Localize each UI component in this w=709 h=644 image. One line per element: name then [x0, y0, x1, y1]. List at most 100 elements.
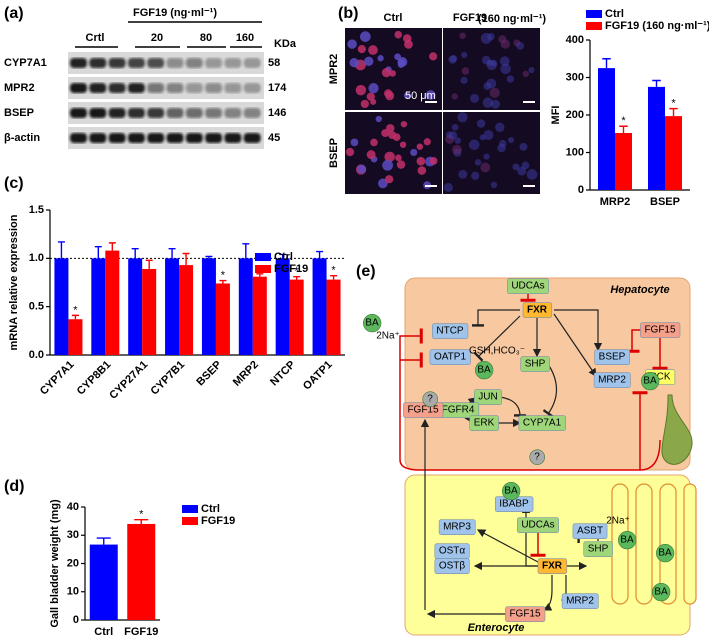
bar — [142, 268, 157, 355]
cell — [461, 51, 468, 58]
cell — [385, 175, 394, 184]
y-tick-label: 300 — [566, 71, 584, 83]
blot-band — [108, 133, 126, 143]
node-circle — [422, 391, 439, 407]
cell — [448, 131, 458, 140]
ba: BA — [365, 318, 379, 329]
node-circle — [652, 583, 671, 602]
blot-kda: 58 — [268, 57, 280, 69]
cell — [451, 123, 459, 131]
cell — [512, 163, 520, 171]
cell — [454, 137, 462, 144]
pathway-diagram: Hepatocyte Enterocyte UDCAs FXR NTCP OAT… — [363, 277, 697, 636]
cell — [345, 147, 355, 157]
blot-band — [127, 83, 145, 93]
bar — [289, 279, 304, 355]
bar — [165, 258, 180, 355]
bar — [68, 319, 83, 355]
cell — [522, 70, 530, 78]
node: SHP — [588, 544, 609, 555]
cell — [403, 92, 412, 100]
ba: BA — [658, 548, 672, 559]
node: ERK — [474, 418, 495, 429]
node: NTCP — [436, 326, 464, 337]
node-circle — [502, 482, 521, 501]
cell — [360, 99, 369, 109]
node: ? — [427, 394, 433, 405]
node-box — [517, 517, 559, 533]
error-bar — [256, 273, 264, 277]
node-box — [507, 278, 549, 294]
node-circle — [641, 372, 660, 391]
error-bar — [168, 247, 176, 259]
x-tick-label: OATP1 — [301, 359, 335, 393]
image-row: BSEP — [328, 138, 340, 168]
cell — [528, 66, 535, 74]
x-tick-label: CYP27A1 — [107, 359, 150, 402]
ba: BA — [654, 587, 668, 598]
cell — [486, 78, 497, 89]
blot-band — [70, 58, 87, 68]
bar — [252, 276, 267, 355]
cell — [386, 124, 395, 133]
legend-label: Ctrl — [605, 8, 624, 20]
panel-label: (c) — [4, 175, 24, 192]
node: OATP1 — [434, 352, 466, 363]
blot-strip — [68, 52, 264, 74]
cell — [377, 178, 388, 189]
cell — [400, 120, 408, 128]
arrows — [399, 293, 668, 619]
cell — [482, 97, 494, 108]
x-tick-label: BSEP — [650, 196, 680, 208]
blot-band — [147, 133, 165, 143]
node-circle — [363, 314, 382, 333]
blot-strip — [68, 127, 264, 149]
cell — [468, 139, 480, 151]
y-axis-label: mRNA relative expression — [8, 214, 20, 350]
ba: BA — [477, 365, 491, 376]
cell — [347, 39, 357, 49]
bar — [179, 265, 194, 355]
panel-label: (d) — [4, 478, 24, 495]
ba: BA — [504, 486, 518, 497]
cell — [349, 57, 359, 68]
blot-band — [89, 83, 107, 93]
y-tick-label: 40 — [67, 501, 79, 513]
cell — [499, 56, 510, 67]
cell — [370, 138, 378, 147]
legend-label: FGF19 — [274, 263, 308, 275]
legend-swatch — [182, 517, 198, 525]
node-box — [429, 349, 471, 365]
x-tick-label: CYP7B1 — [148, 359, 187, 398]
blot-band — [224, 108, 242, 118]
fluorescence-images: Ctrl FGF19 (160 ng·ml⁻¹) MPR2 BSEP 50 μm — [328, 12, 546, 194]
cell — [357, 44, 366, 54]
cell — [457, 112, 468, 123]
node-box — [593, 372, 631, 388]
blot-unit: KDa — [274, 38, 297, 50]
node: CYP7A1 — [523, 418, 562, 429]
y-tick-label: 1.0 — [29, 252, 44, 264]
cell — [382, 159, 394, 171]
cell — [519, 142, 528, 151]
node: SHP — [525, 359, 546, 370]
blot-row-label: CYP7A1 — [4, 57, 47, 69]
blot-band — [185, 108, 203, 118]
y-tick-label: 0 — [578, 184, 584, 196]
x-tick-label: CYP7A1 — [38, 359, 77, 398]
blot-column: Crtl — [86, 32, 105, 44]
node: IBABP — [499, 499, 529, 510]
blot-band — [224, 58, 242, 68]
node: FXR — [527, 305, 548, 316]
node-box — [520, 356, 550, 372]
error-bar — [108, 242, 116, 251]
cell — [366, 150, 376, 160]
y-tick-label: 0.5 — [29, 301, 44, 313]
legend-swatch — [586, 22, 602, 30]
blot-band — [147, 108, 165, 118]
cell — [458, 169, 468, 179]
ion: 2Na⁺ — [606, 516, 630, 527]
x-tick-label: FGF19 — [124, 626, 158, 638]
legend-swatch — [586, 10, 602, 18]
